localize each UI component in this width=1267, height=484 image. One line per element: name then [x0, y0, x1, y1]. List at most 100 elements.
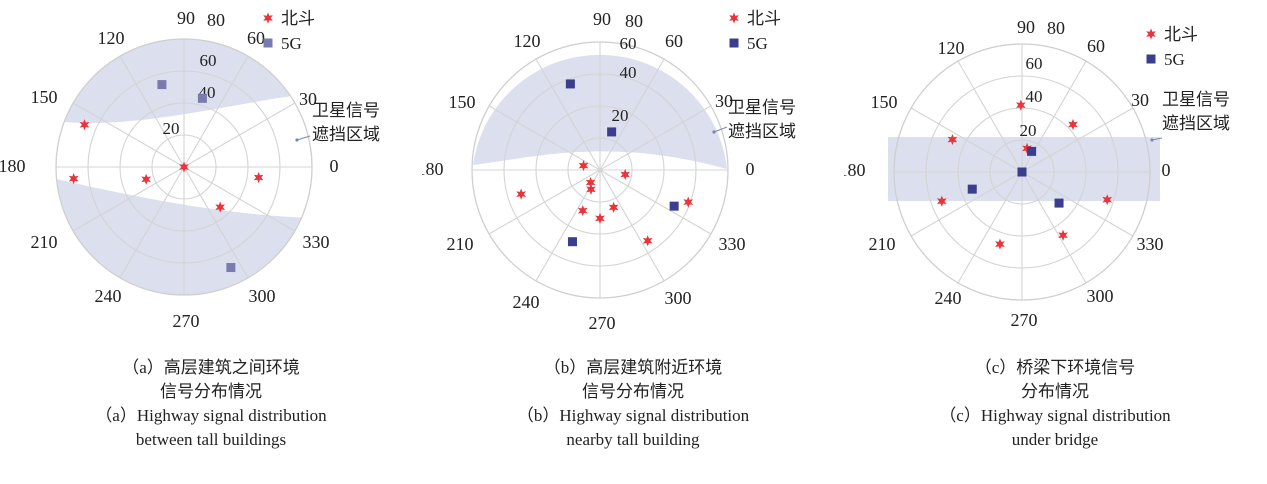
5g-point — [565, 79, 575, 89]
radial-tick-label: 20 — [1020, 121, 1037, 140]
radial-tick-label: 20 — [612, 106, 629, 125]
angle-tick-label: 210 — [869, 234, 896, 254]
5g-point — [1017, 167, 1027, 177]
angle-tick-label: 270 — [1011, 310, 1038, 330]
grid-spoke-210 — [910, 171, 1023, 237]
angle-tick-label: 80 — [1047, 18, 1065, 38]
angle-tick-label: 60 — [1087, 36, 1105, 56]
annotation-arrow — [713, 126, 728, 133]
angle-tick-label: 270 — [589, 313, 616, 333]
grid-spoke-120 — [119, 55, 185, 168]
angle-tick-label: 330 — [303, 232, 330, 252]
outer-ring — [471, 41, 729, 299]
caption-c-line1: （c）桥梁下环境信号 — [974, 358, 1136, 377]
grid-spoke-330 — [599, 169, 712, 235]
annotation-arrow — [1151, 137, 1163, 141]
grid-spoke-60 — [183, 55, 249, 168]
legend: 北斗 5G — [263, 9, 315, 53]
series-5g — [565, 79, 679, 247]
radial-tick-label: 60 — [200, 51, 217, 70]
5g-point — [967, 184, 977, 194]
legend-entry-label: 北斗 — [281, 9, 315, 28]
caption-a-line3: （a）Highway signal distribution — [95, 406, 327, 425]
caption-a-line2: 信号分布情况 — [160, 382, 262, 401]
beidou-point — [620, 168, 631, 181]
beidou-point — [1102, 194, 1113, 206]
grid-spoke-150 — [488, 105, 601, 171]
5g-point — [197, 93, 207, 103]
angle-tick-label: 90 — [177, 8, 195, 28]
beidou-point — [215, 201, 226, 213]
beidou-point — [585, 176, 596, 189]
grid-spoke-240 — [119, 166, 185, 279]
grid-spoke-30 — [599, 105, 712, 171]
caption-c-line2: 分布情况 — [1021, 382, 1089, 401]
angle-tick-label: 180 — [844, 160, 866, 180]
legend-entry-label: 5G — [747, 34, 768, 53]
beidou-point — [577, 204, 588, 217]
angle-tick-label: 330 — [1137, 234, 1164, 254]
angle-tick-label: 120 — [514, 31, 541, 51]
beidou-point — [179, 161, 189, 173]
grid-spoke-210 — [488, 169, 601, 235]
caption-c-line3: （c）Highway signal distribution — [939, 406, 1171, 425]
angle-tick-label: 240 — [935, 288, 962, 308]
polar-chart-c: 030608090120150180210240270300330204060北… — [844, 17, 1230, 330]
beidou-point — [68, 173, 79, 185]
angle-tick-label: 150 — [871, 92, 898, 112]
angle-tick-label: 80 — [207, 10, 225, 30]
angle-tick-label: 60 — [247, 28, 265, 48]
grid-spoke-30 — [1021, 107, 1134, 173]
beidou-point — [1022, 142, 1032, 154]
grid-spoke-60 — [599, 58, 665, 171]
grid-spoke-330 — [183, 166, 296, 232]
angle-tick-label: 240 — [513, 292, 540, 312]
annotation-line: 卫星信号 — [312, 101, 380, 120]
grid-spoke-300 — [599, 169, 665, 282]
legend-entry-label: 北斗 — [1164, 25, 1198, 44]
beidou-point — [642, 235, 653, 247]
legend-entry-label: 北斗 — [747, 9, 781, 28]
beidou-point — [586, 183, 596, 195]
angle-tick-label: 210 — [31, 232, 58, 252]
caption-b-line3: （b）Highway signal distribution — [516, 406, 750, 425]
angle-tick-label: 270 — [173, 311, 200, 331]
caption-b: （b）高层建筑附近环境 信号分布情况 （b）Highway signal dis… — [422, 356, 844, 452]
beidou-point — [516, 188, 526, 200]
angle-tick-label: 0 — [330, 156, 339, 176]
beidou-point — [995, 238, 1005, 250]
radial-tick-label: 20 — [163, 119, 180, 138]
radial-tick-label: 60 — [620, 34, 637, 53]
angle-tick-label: 30 — [299, 89, 317, 109]
beidou-point — [141, 173, 151, 185]
angle-tick-label: 30 — [715, 91, 733, 111]
caption-a-line4: between tall buildings — [135, 430, 287, 449]
beidou-point — [947, 133, 958, 146]
angle-tick-label: 0 — [746, 159, 755, 179]
angle-tick-label: 120 — [98, 28, 125, 48]
annotation-line: 卫星信号 — [728, 98, 796, 117]
annotation-line: 遮挡区域 — [312, 125, 380, 144]
annotation-line: 遮挡区域 — [1162, 114, 1230, 133]
annotation-line: 遮挡区域 — [728, 122, 796, 141]
series-beidou — [516, 159, 694, 247]
beidou-point — [683, 196, 694, 208]
angle-tick-label: 120 — [938, 38, 965, 58]
annotation-arrow-head — [712, 130, 716, 134]
series-5g — [967, 146, 1064, 208]
beidou-point — [595, 212, 605, 224]
angle-tick-label: 90 — [593, 9, 611, 29]
panel-c: 030608090120150180210240270300330204060北… — [844, 0, 1266, 484]
caption-b-line2: 信号分布情况 — [582, 382, 684, 401]
caption-c: （c）桥梁下环境信号 分布情况 （c）Highway signal distri… — [844, 356, 1266, 452]
grid-spoke-120 — [535, 58, 601, 171]
series-beidou — [68, 119, 264, 213]
polar-chart-a: 030608090120150180210240270300330204060北… — [0, 8, 380, 331]
grid-spoke-120 — [957, 60, 1023, 173]
angle-tick-label: 240 — [95, 286, 122, 306]
angle-tick-label: 0 — [1162, 160, 1171, 180]
angle-tick-label: 180 — [422, 159, 444, 179]
legend-square-icon — [1146, 54, 1156, 64]
angle-tick-label: 330 — [719, 234, 746, 254]
